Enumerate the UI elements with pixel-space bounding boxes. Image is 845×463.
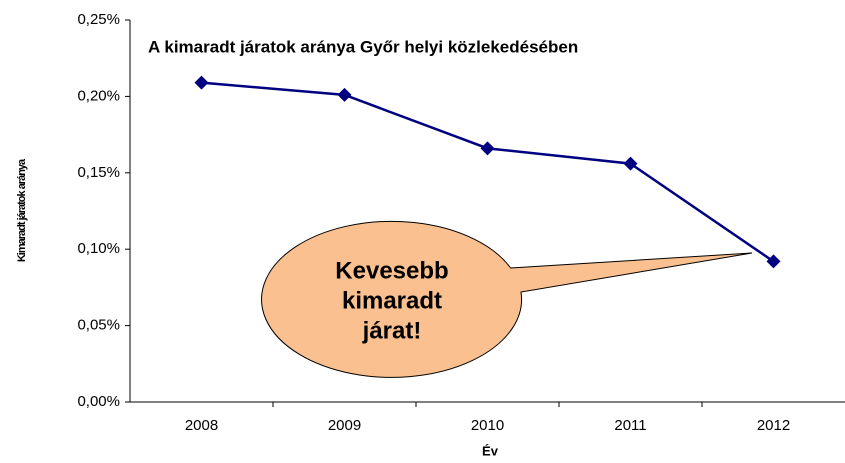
point [337, 87, 352, 102]
x-tick-label: 2011 [614, 417, 646, 434]
point [194, 75, 209, 90]
point [480, 141, 495, 156]
x-axis-label: Év [482, 443, 499, 458]
y-tick-label: 0,00% [77, 393, 120, 410]
point [623, 156, 638, 171]
x-tick-label: 2012 [757, 417, 790, 434]
callout-text: kimaradt [342, 287, 442, 314]
y-tick-label: 0,05% [77, 317, 120, 334]
line [201, 81, 775, 263]
point [766, 254, 781, 269]
y-tick-label: 0,15% [77, 164, 120, 181]
x-tick-label: 2010 [471, 417, 504, 434]
y-axis-label: Kimaradt járatok aránya [16, 158, 28, 262]
callout-bubble [261, 220, 753, 378]
chart-title: A kimaradt járatok aránya Győr helyi köz… [148, 37, 578, 56]
x-tick-label: 2008 [185, 417, 218, 434]
y-tick-label: 0,25% [77, 11, 120, 28]
y-tick-label: 0,10% [77, 240, 120, 257]
callout-text: járat! [362, 317, 422, 344]
x-tick-label: 2009 [328, 417, 361, 434]
y-tick-label: 0,20% [77, 87, 120, 104]
callout-text: Kevesebb [335, 257, 448, 284]
